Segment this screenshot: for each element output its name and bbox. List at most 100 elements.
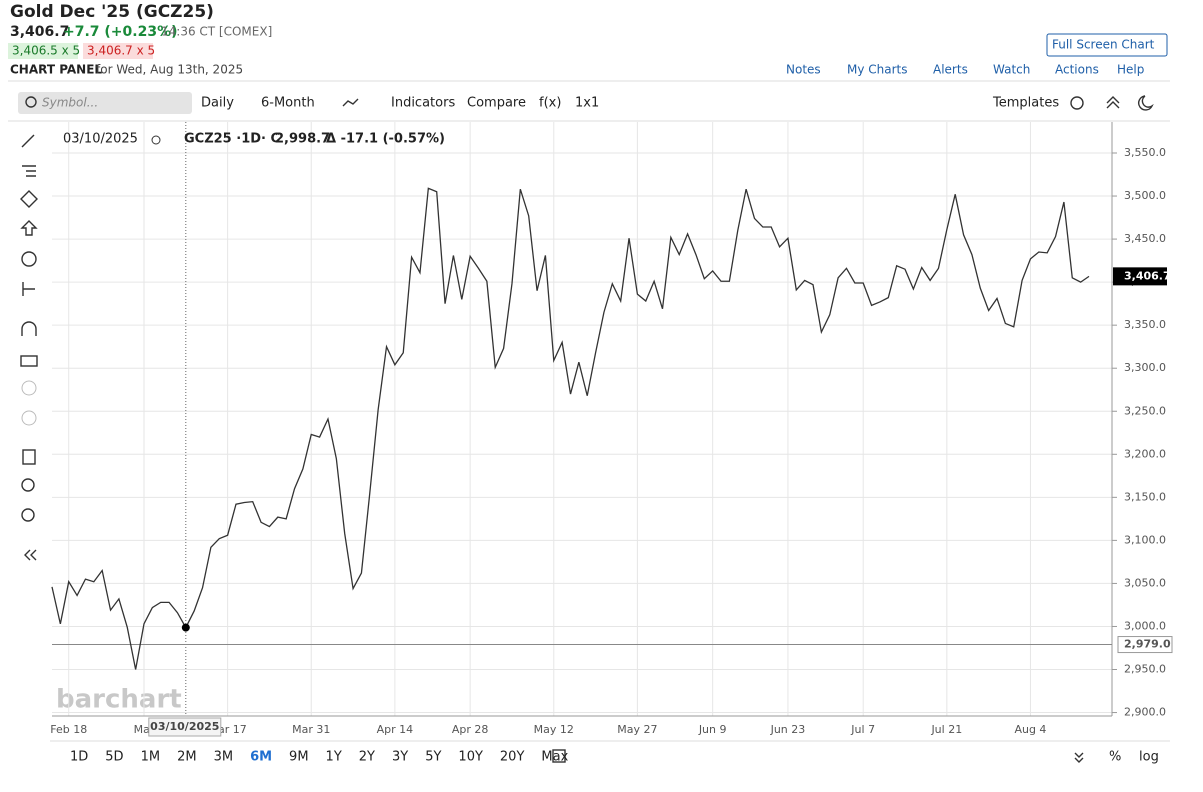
ask-box [83, 43, 153, 59]
title: Gold Dec '25 (GCZ25) [10, 2, 214, 22]
zoom-in[interactable] [21, 478, 35, 492]
left-tools [20, 134, 38, 561]
price: 3,406.7 [10, 24, 69, 40]
measure-tool[interactable] [22, 282, 35, 296]
y-tick-label: 2,900.0 [1124, 706, 1166, 719]
crosshair-point [181, 623, 190, 632]
x-tick-label: Jun 23 [770, 723, 806, 736]
range-button[interactable]: 5D [105, 750, 123, 765]
range-button[interactable]: Max [541, 750, 568, 765]
last-price-box [1113, 267, 1167, 286]
last-price-label: 3,406.7 [1124, 269, 1171, 282]
x-tick-label: Mar 31 [292, 723, 330, 736]
full-screen-label[interactable]: Full Screen Chart [1052, 38, 1155, 52]
range-button[interactable]: 5Y [425, 750, 441, 765]
interval[interactable]: Daily [201, 96, 234, 111]
magnet-tool[interactable] [21, 321, 37, 336]
collapse-icon[interactable] [1106, 96, 1120, 109]
watermark: barchart [56, 685, 182, 715]
calendar-icon[interactable] [552, 749, 566, 763]
symbol-search[interactable] [18, 92, 192, 114]
theme-icon[interactable] [1137, 95, 1154, 111]
legend-date: 03/10/2025 [63, 132, 138, 147]
expand-icon[interactable] [1074, 752, 1084, 763]
y-tick-label: 3,200.0 [1124, 447, 1166, 460]
shape-tool[interactable] [20, 190, 38, 208]
arrow-tool[interactable] [20, 220, 38, 236]
y-tick-label: 3,450.0 [1124, 232, 1166, 245]
range-button[interactable]: 2M [177, 750, 197, 765]
y-tick-label: 2,950.0 [1124, 663, 1166, 676]
delete-tool[interactable] [22, 449, 36, 465]
bid: 3,406.5 x 5 [12, 44, 80, 58]
range-button[interactable]: 6M [250, 750, 272, 765]
legend-change: Δ -17.1 (-0.57%) [326, 132, 445, 147]
x-tick-label: Apr 14 [377, 723, 414, 736]
compare[interactable]: Compare [467, 96, 526, 111]
zoom-out[interactable] [21, 508, 35, 522]
crosshair-y-box [1117, 636, 1173, 654]
line-tool[interactable] [21, 134, 35, 148]
search-icon [25, 96, 37, 108]
range-button[interactable]: 3M [214, 750, 234, 765]
range-button[interactable]: 1M [141, 750, 161, 765]
templates[interactable]: Templates [992, 96, 1059, 111]
x-tick-label: Feb 18 [50, 723, 87, 736]
top-link[interactable]: Watch [993, 63, 1030, 77]
y-tick-label: 3,300.0 [1124, 361, 1166, 374]
eye-icon [151, 135, 161, 145]
bid-box [8, 43, 78, 59]
crosshair-x-label: 03/10/2025 [150, 720, 219, 733]
scale-option[interactable]: log [1139, 750, 1159, 765]
ask: 3,406.7 x 5 [87, 44, 155, 58]
y-tick-label: 3,050.0 [1124, 576, 1166, 589]
range-button[interactable]: 9M [289, 750, 309, 765]
crosshair-y-label: 2,979.0 [1124, 638, 1171, 651]
period[interactable]: 6-Month [261, 96, 315, 111]
legend-close: 2,998.7 [275, 132, 330, 147]
range-button[interactable]: 10Y [458, 750, 483, 765]
top-link[interactable]: My Charts [847, 63, 908, 77]
range-button[interactable]: 3Y [392, 750, 408, 765]
collapse-tools[interactable] [24, 549, 37, 561]
y-tick-label: 3,350.0 [1124, 318, 1166, 331]
top-link[interactable]: Alerts [933, 63, 968, 77]
range-button[interactable]: 2Y [359, 750, 375, 765]
legend-symbol: GCZ25 ·1D· C [184, 132, 280, 147]
change: +7.7 (+0.23%) [63, 24, 178, 40]
redo[interactable] [21, 410, 37, 426]
x-tick-label: Jul 21 [930, 723, 962, 736]
range-button[interactable]: 1D [70, 750, 88, 765]
y-tick-label: 3,550.0 [1124, 146, 1166, 159]
chart-type-icon[interactable] [342, 98, 359, 107]
layout[interactable]: 1x1 [575, 96, 599, 111]
symbol-placeholder[interactable]: Symbol... [42, 96, 98, 110]
fib-tool[interactable] [22, 165, 36, 177]
note-tool[interactable] [21, 251, 37, 267]
indicators[interactable]: Indicators [391, 96, 455, 111]
y-tick-label: 3,000.0 [1124, 619, 1166, 632]
y-tick-label: 3,150.0 [1124, 490, 1166, 503]
panel-date: for Wed, Aug 13th, 2025 [96, 63, 243, 77]
top-link[interactable]: Actions [1055, 63, 1099, 77]
settings-icon[interactable] [1070, 96, 1084, 110]
time: 14:36 CT [COMEX] [161, 25, 272, 39]
panel: CHART PANEL [10, 63, 102, 77]
lock-tool[interactable] [20, 355, 38, 367]
range-button[interactable]: 20Y [500, 750, 525, 765]
range-button[interactable]: 1Y [326, 750, 342, 765]
x-tick-label: Jun 9 [698, 723, 727, 736]
y-tick-label: 3,100.0 [1124, 533, 1166, 546]
x-tick-label: Jul 7 [850, 723, 875, 736]
full-screen-button[interactable] [1046, 33, 1168, 57]
top-link[interactable]: Help [1117, 63, 1144, 77]
crosshair-x-box [148, 717, 222, 737]
undo[interactable] [21, 380, 37, 396]
scale-option[interactable]: % [1109, 750, 1121, 765]
fx[interactable]: f(x) [539, 96, 561, 111]
x-tick-label: Aug 4 [1014, 723, 1046, 736]
x-tick-label: May 12 [534, 723, 574, 736]
top-link[interactable]: Notes [786, 63, 821, 77]
